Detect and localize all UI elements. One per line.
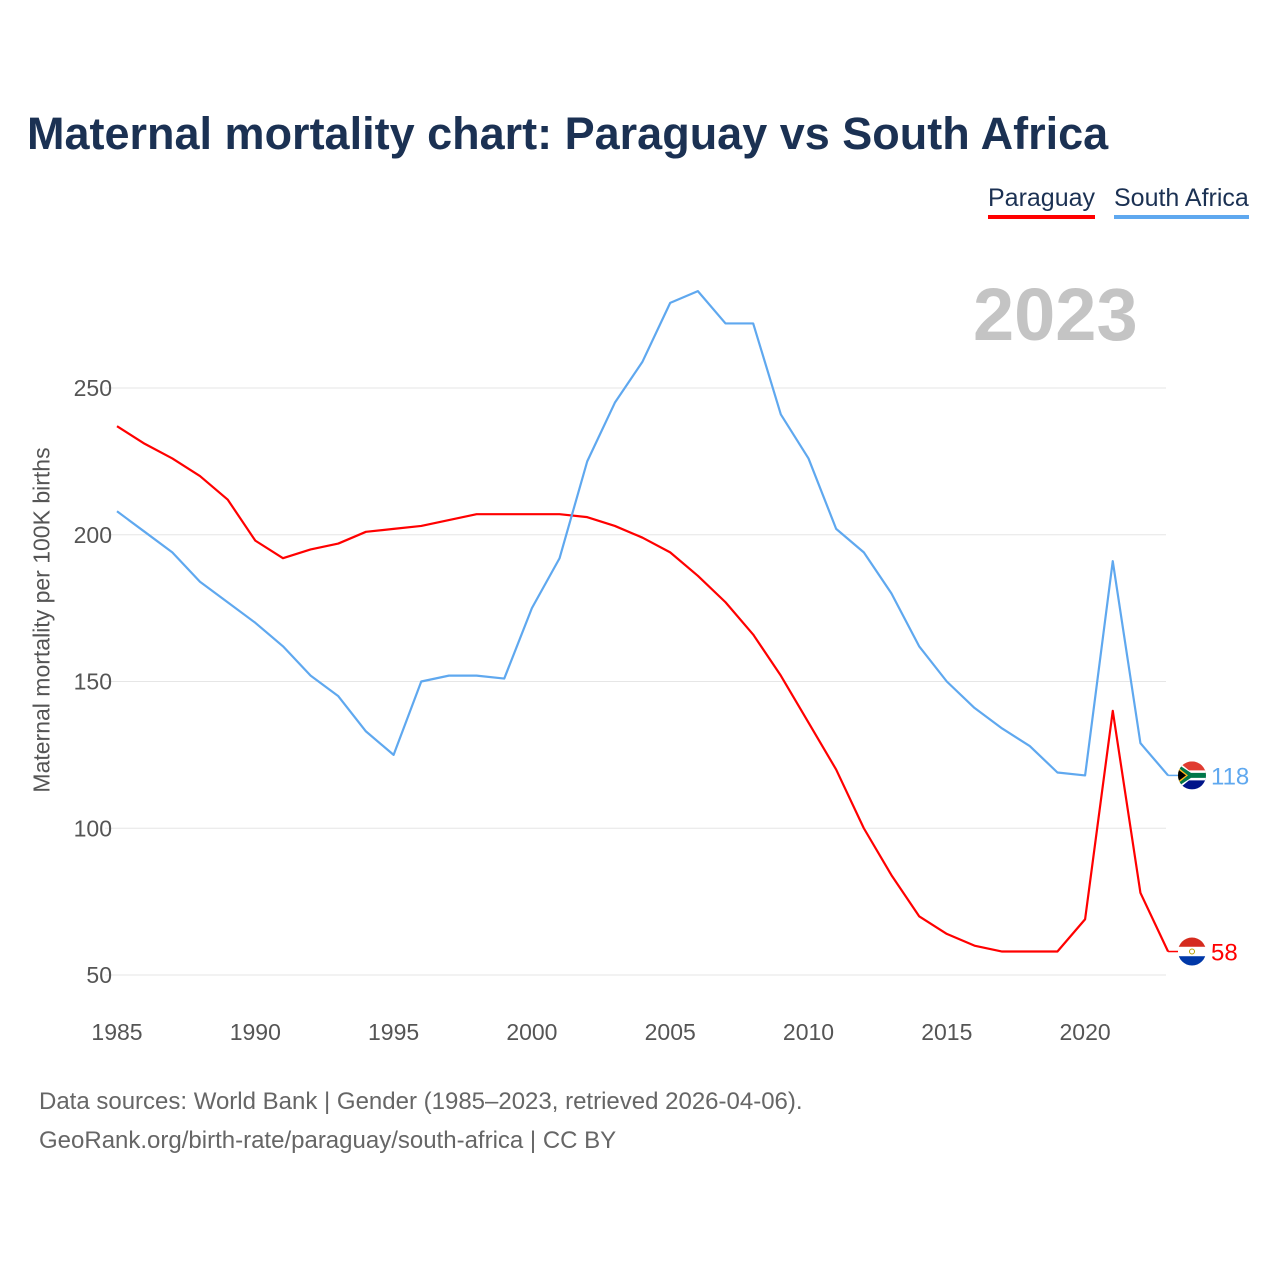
x-tick-label: 2005 bbox=[645, 1019, 696, 1045]
y-tick-label: 50 bbox=[86, 962, 112, 988]
x-tick-label: 1995 bbox=[368, 1019, 419, 1045]
x-tick-label: 2020 bbox=[1060, 1019, 1111, 1045]
x-tick-label: 1985 bbox=[91, 1019, 142, 1045]
y-tick-label: 200 bbox=[74, 522, 112, 548]
year-label: 2023 bbox=[973, 273, 1138, 356]
series-line-south-africa[interactable] bbox=[116, 290, 1169, 777]
legend-south-africa[interactable]: South Africa bbox=[1114, 184, 1249, 219]
x-tick-label: 2000 bbox=[506, 1019, 557, 1045]
footer-link[interactable]: GeoRank.org/birth-rate/paraguay/south-af… bbox=[39, 1127, 617, 1154]
y-tick-label: 150 bbox=[74, 669, 112, 695]
x-tick-label: 2015 bbox=[921, 1019, 972, 1045]
end-value-label: 118 bbox=[1211, 763, 1249, 790]
y-tick-label: 100 bbox=[74, 815, 112, 841]
end-value-label: 58 bbox=[1211, 940, 1238, 967]
footer-source: Data sources: World Bank | Gender (1985–… bbox=[39, 1088, 803, 1115]
series-line-paraguay[interactable] bbox=[116, 425, 1170, 953]
paraguay-flag-icon bbox=[1178, 937, 1206, 966]
chart-title: Maternal mortality chart: Paraguay vs So… bbox=[27, 108, 1109, 159]
legend-paraguay[interactable]: Paraguay bbox=[988, 184, 1096, 219]
south-africa-flag-icon bbox=[1178, 761, 1206, 790]
x-tick-label: 2010 bbox=[783, 1019, 834, 1045]
x-tick-label: 1990 bbox=[230, 1019, 281, 1045]
y-tick-label: 250 bbox=[74, 375, 112, 401]
